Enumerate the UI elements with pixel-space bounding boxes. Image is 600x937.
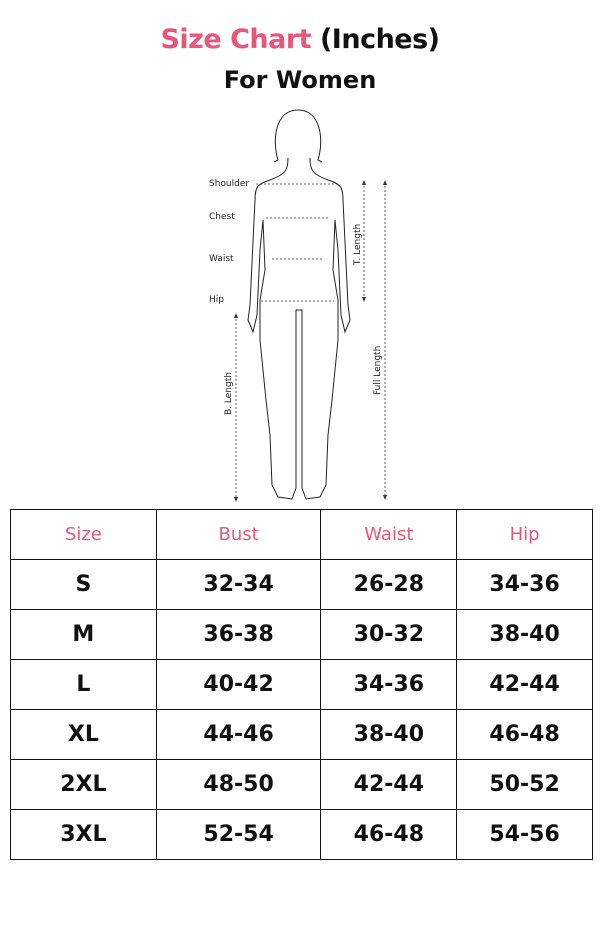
- cell-hip: 38-40: [456, 609, 593, 660]
- label-b-length: B. Length: [224, 372, 234, 415]
- body-measurement-figure: Shoulder Chest Waist Hip T. Length Full …: [209, 109, 387, 502]
- cell-waist: 34-36: [320, 659, 458, 710]
- cell-hip: 34-36: [456, 559, 593, 610]
- cell-size: M: [10, 609, 157, 660]
- cell-size: S: [10, 559, 157, 610]
- label-full-length: Full Length: [373, 346, 383, 395]
- cell-hip: 42-44: [456, 659, 593, 710]
- cell-bust: 40-42: [155, 659, 322, 710]
- label-waist: Waist: [209, 254, 234, 264]
- cell-size: XL: [10, 709, 157, 760]
- table-header-row: Size Bust Waist Hip: [10, 509, 593, 560]
- cell-bust: 48-50: [155, 759, 322, 810]
- cell-waist: 42-44: [320, 759, 458, 810]
- cell-hip: 46-48: [456, 709, 593, 760]
- size-table: Size Bust Waist Hip S 32-34 26-28 34-36 M 36-…: [10, 509, 593, 860]
- arrow-heads: [234, 180, 387, 502]
- label-hip: Hip: [209, 295, 224, 305]
- table-row: S 32-34 26-28 34-36: [10, 559, 593, 610]
- cell-bust: 52-54: [155, 809, 322, 860]
- header-bust: Bust: [155, 509, 322, 560]
- cell-bust: 36-38: [155, 609, 322, 660]
- cell-size: L: [10, 659, 157, 710]
- title-highlight: Size Chart: [160, 24, 312, 55]
- cell-bust: 32-34: [155, 559, 322, 610]
- table-row: L 40-42 34-36 42-44: [10, 659, 593, 710]
- cell-hip: 50-52: [456, 759, 593, 810]
- header-size: Size: [10, 509, 157, 560]
- page-subtitle: For Women: [223, 66, 377, 94]
- table-row: XL 44-46 38-40 46-48: [10, 709, 593, 760]
- title-unit: (Inches): [311, 24, 440, 55]
- cell-hip: 54-56: [456, 809, 593, 860]
- table-row: 3XL 52-54 46-48 54-56: [10, 809, 593, 860]
- cell-bust: 44-46: [155, 709, 322, 760]
- cell-waist: 30-32: [320, 609, 458, 660]
- label-shoulder: Shoulder: [209, 179, 249, 189]
- label-t-length: T. Length: [353, 224, 363, 266]
- table-row: 2XL 48-50 42-44 50-52: [10, 759, 593, 810]
- cell-waist: 26-28: [320, 559, 458, 610]
- header-hip: Hip: [456, 509, 593, 560]
- header-waist: Waist: [320, 509, 458, 560]
- measure-lines: [235, 182, 386, 500]
- body-outline: [247, 109, 351, 500]
- cell-waist: 46-48: [320, 809, 458, 860]
- cell-waist: 38-40: [320, 709, 458, 760]
- table-row: M 36-38 30-32 38-40: [10, 609, 593, 660]
- page-title: Size Chart (Inches): [0, 24, 600, 55]
- cell-size: 3XL: [10, 809, 157, 860]
- label-chest: Chest: [209, 212, 235, 222]
- cell-size: 2XL: [10, 759, 157, 810]
